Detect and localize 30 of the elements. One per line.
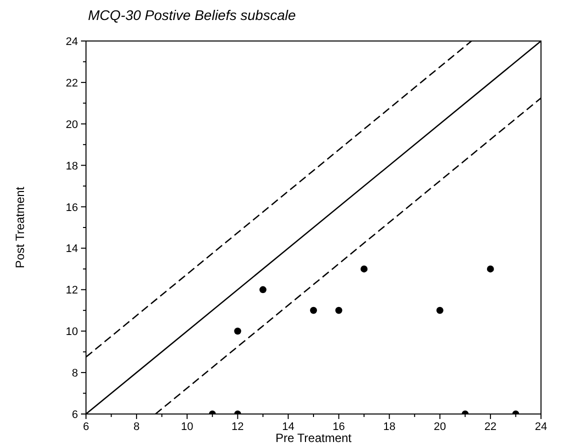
x-tick-label: 24 — [534, 421, 548, 433]
y-tick-label: 22 — [66, 77, 78, 90]
y-tick-label: 16 — [66, 202, 78, 214]
y-tick-label: 6 — [72, 409, 78, 421]
x-tick-label: 16 — [332, 421, 345, 433]
x-axis-title: Pre Treatment — [275, 431, 352, 443]
chart-title: MCQ-30 Postive Beliefs subscale — [88, 7, 296, 23]
y-tick-label: 14 — [66, 243, 78, 256]
x-tick-label: 20 — [434, 421, 446, 433]
y-tick-label: 10 — [66, 326, 78, 338]
point — [310, 306, 317, 314]
x-tick-label: 8 — [133, 421, 140, 433]
x-tick-label: 22 — [484, 421, 497, 433]
y-tick-label: 20 — [66, 118, 78, 131]
point — [259, 286, 266, 294]
x-tick-label: 6 — [82, 421, 90, 433]
point — [234, 328, 242, 335]
y-tick-label: 8 — [72, 368, 78, 380]
x-tick-label: 14 — [282, 421, 294, 433]
y-tick-label: 18 — [66, 160, 78, 172]
x-tick-label: 18 — [383, 421, 396, 433]
x-tick-label: 10 — [180, 421, 194, 433]
y-axis-title: Post Treatment — [13, 186, 27, 268]
y-tick-label: 12 — [66, 284, 78, 297]
x-tick-label: 12 — [232, 421, 244, 433]
y-tick-label: 24 — [66, 36, 78, 48]
point — [486, 265, 494, 272]
point — [436, 306, 444, 314]
point — [360, 265, 368, 272]
point — [335, 306, 342, 314]
